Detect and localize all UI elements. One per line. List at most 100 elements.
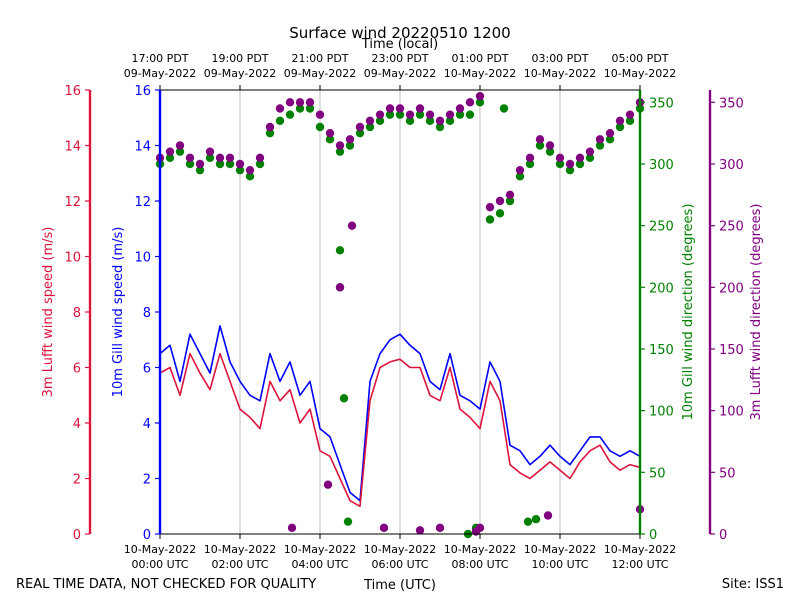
lufft-dir-point [275,104,285,113]
x-tick-label-bottom-time: 06:00 UTC [371,558,428,571]
gill-dir-point [565,165,575,175]
lufft-dir-point [625,110,635,119]
lufft-dir-point [365,116,375,126]
gill-dir-point [415,110,425,119]
gill-dir-point [295,104,305,113]
lufft-dir-point [415,526,425,535]
lufft-dir-tick-label: 0 [719,528,727,543]
lufft-dir-point [355,122,365,132]
x-tick-label-bottom-date: 10-May-2022 [604,543,676,556]
x-tick-label-top-date: 09-May-2022 [364,67,436,80]
gill-dir-point [305,104,315,113]
lufft-speed-tick-label: 0 [73,528,81,543]
lufft-dir-point [185,153,195,163]
gill-dir-point [165,153,175,163]
lufft-speed-tick-label: 6 [73,362,81,377]
gill-dir-point [615,122,625,132]
x-tick-label-bottom-time: 04:00 UTC [291,558,348,571]
x-tick-label-bottom-time: 02:00 UTC [211,558,268,571]
gill-dir-point [531,515,541,524]
gill-dir-point [395,110,405,119]
lufft-dir-tick-label: 350 [719,96,744,111]
lufft-dir-point [465,98,475,107]
gill-dir-point [245,172,255,181]
gill-dir-point [215,159,225,169]
gill-dir-point [515,172,525,181]
x-tick-label-top-time: 17:00 PDT [131,52,188,65]
x-tick-label-top-date: 10-May-2022 [604,67,676,80]
lufft-dir-point [415,104,425,113]
lufft-dir-point [435,116,445,126]
lufft-dir-point [455,104,465,113]
lufft-dir-point [385,104,395,113]
gill-dir-point [185,159,195,169]
gill-dir-point [255,159,265,169]
lufft-dir-tick-label: 50 [719,466,736,481]
gill-dir-point [465,110,475,119]
lufft-dir-point [543,511,553,520]
lufft-dir-point [335,283,345,292]
lufft-dir-tick-label: 300 [719,158,744,173]
gill-speed-axis-label: 10m Gill wind speed (m/s) [111,227,126,398]
x-tick-label-bottom-date: 10-May-2022 [124,543,196,556]
lufft-dir-point [535,135,545,144]
gill-speed-tick-label: 16 [134,84,151,99]
gill-dir-point [535,141,545,150]
x-tick-label-top-time: 01:00 PDT [451,52,508,65]
gill-dir-point [425,116,435,126]
lufft-dir-point [475,91,485,101]
gill-dir-point [325,135,335,144]
x-tick-label-top-date: 09-May-2022 [124,67,196,80]
gill-dir-point [545,147,555,156]
lufft-dir-point [235,159,245,169]
lufft-dir-point [485,202,495,212]
gill-dir-point [205,153,215,163]
gill-dir-tick-label: 200 [649,281,674,296]
lufft-dir-point [515,165,525,175]
gill-dir-point [343,517,353,526]
footer-quality-note: REAL TIME DATA, NOT CHECKED FOR QUALITY [16,577,316,592]
lufft-dir-point [495,196,505,206]
gill-dir-tick-label: 250 [649,220,674,235]
lufft-dir-point [325,128,335,138]
gill-dir-point [585,153,595,163]
gill-dir-point [355,128,365,138]
lufft-dir-point [405,110,415,119]
x-tick-label-bottom-time: 12:00 UTC [611,558,668,571]
lufft-dir-point [195,159,205,169]
lufft-dir-point [345,135,355,144]
lufft-dir-point [445,110,455,119]
gill-dir-point [499,104,509,113]
lufft-dir-point [255,153,265,163]
lufft-speed-tick-label: 14 [64,140,81,155]
x-tick-label-top-date: 10-May-2022 [444,67,516,80]
gill-dir-point [505,196,515,206]
lufft-dir-point [595,135,605,144]
x-tick-label-bottom-date: 10-May-2022 [524,543,596,556]
lufft-dir-tick-label: 100 [719,405,744,420]
lufft-dir-point [585,147,595,156]
gill-speed-tick-label: 12 [134,195,151,210]
x-tick-label-top-time: 05:00 PDT [611,52,668,65]
gill-dir-point [595,141,605,150]
gill-dir-point [555,159,565,169]
gill-dir-tick-label: 300 [649,158,674,173]
gill-dir-tick-label: 350 [649,96,674,111]
lufft-dir-point [395,104,405,113]
lufft-dir-point [175,141,185,150]
lufft-speed-tick-label: 2 [73,473,81,488]
x-tick-label-bottom-date: 10-May-2022 [364,543,436,556]
gill-dir-point [475,98,485,107]
gill-dir-axis-label: 10m Gill wind direction (degrees) [681,204,696,421]
direction-layer [155,91,645,539]
lufft-dir-point [555,153,565,163]
gill-dir-point [175,147,185,156]
x-tick-label-bottom-date: 10-May-2022 [444,543,516,556]
lufft-dir-point [323,480,333,489]
gill-dir-point [435,122,445,132]
lufft-dir-point [425,110,435,119]
lufft-dir-point [605,128,615,138]
gill-dir-point [335,147,345,156]
